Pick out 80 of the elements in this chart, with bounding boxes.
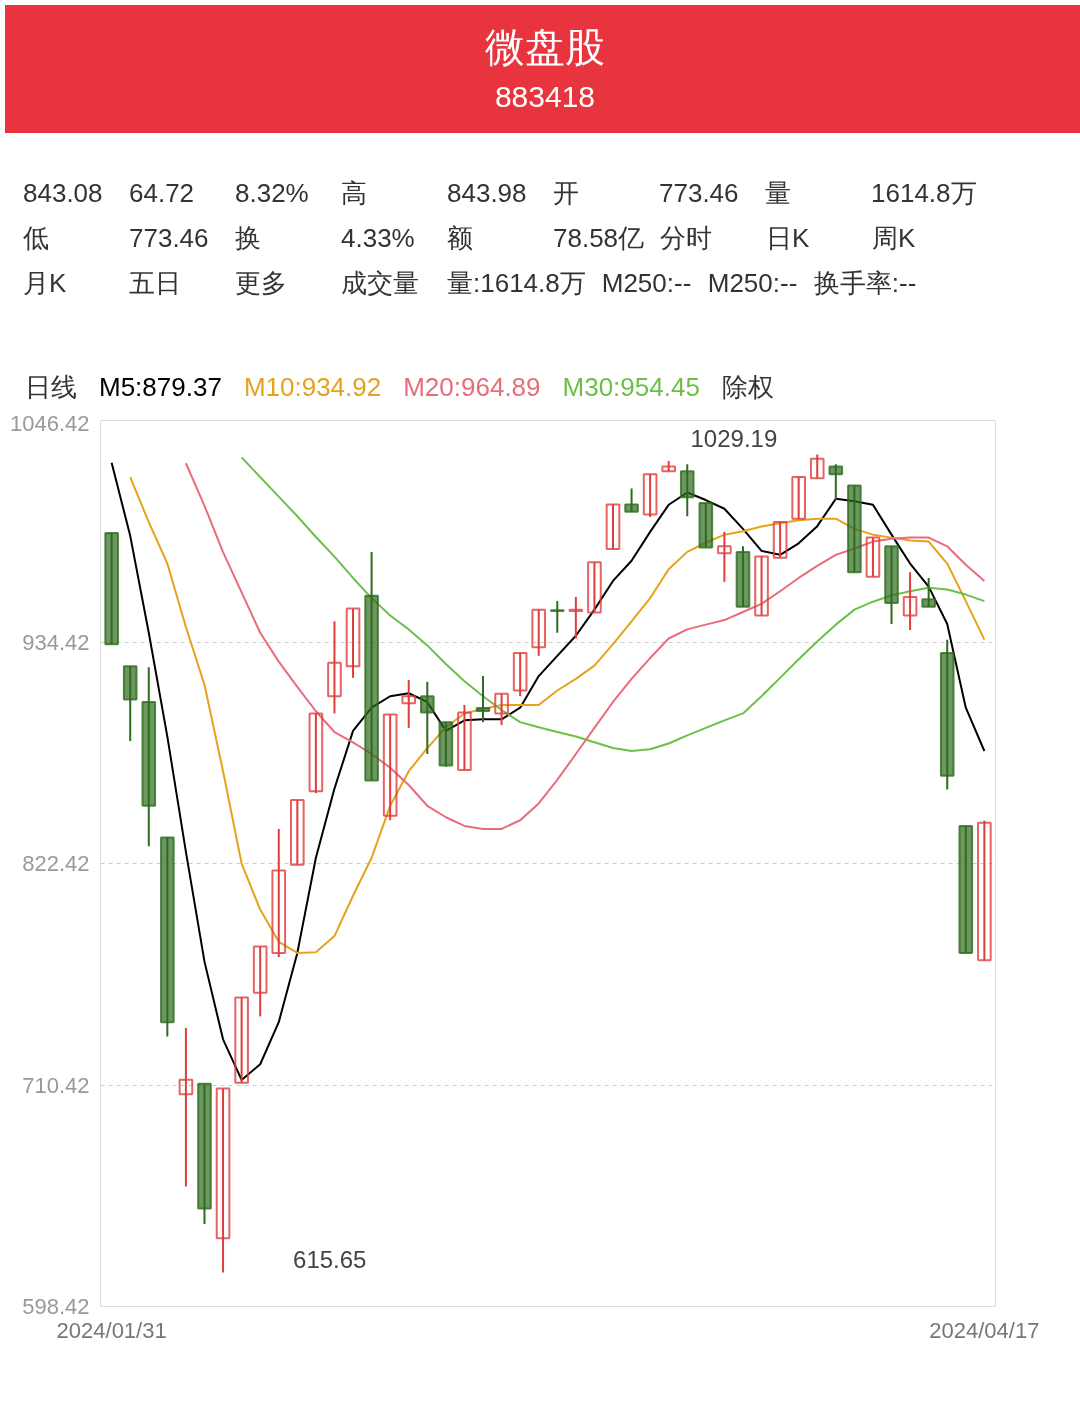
text: 1614.8万: [871, 177, 977, 210]
y-tick-label: 934.42: [22, 629, 90, 655]
text: M250:--: [601, 267, 692, 301]
chart-title: 微盘股: [484, 24, 606, 71]
line-series: [110, 461, 986, 1081]
text: 低: [23, 222, 50, 256]
text: 高: [341, 177, 368, 210]
candlestick: [587, 561, 602, 614]
candlestick: [252, 945, 268, 1018]
legend-title: 日线: [25, 372, 77, 402]
candlestick: [531, 608, 547, 657]
candlestick: [290, 799, 305, 866]
annotation: 1029.19: [690, 424, 778, 452]
y-tick-label: 822.42: [22, 851, 90, 876]
text: M10:934.92: [243, 372, 382, 402]
text: 额: [447, 222, 474, 256]
text: M20:964.89: [403, 372, 541, 402]
candlestick: [327, 620, 342, 715]
text: 分时: [660, 222, 714, 256]
candlestick: [345, 607, 361, 679]
text: 64.72: [129, 177, 196, 210]
text: 换手率:--: [813, 267, 917, 301]
x-tick-label: 2024/04/17: [929, 1317, 1040, 1343]
candlestick: [308, 712, 324, 795]
candlestick: [401, 679, 417, 729]
candlestick: [178, 1026, 194, 1188]
text: M30:954.45: [562, 372, 700, 402]
text: 量:1614.8万: [447, 267, 586, 301]
candlestick: [828, 463, 844, 501]
text: M250:--: [707, 267, 798, 301]
candlestick: [605, 503, 621, 551]
text: 除权: [721, 371, 774, 404]
candlestick: [791, 476, 806, 520]
text: 773.46: [659, 177, 740, 210]
text: 五日: [129, 267, 182, 301]
annotation: 615.65: [293, 1246, 367, 1274]
candlestick: [382, 713, 398, 822]
candlestick: [512, 651, 528, 698]
candlestick: [624, 487, 639, 513]
line-series: [240, 456, 986, 753]
text: 4.33%: [341, 222, 416, 256]
line-series: [129, 476, 986, 954]
chart-subtitle: 883418: [493, 79, 597, 116]
text: 周K: [872, 222, 917, 256]
candlestick: [549, 600, 565, 634]
line-series: [184, 462, 986, 830]
candlestick: [419, 680, 435, 755]
candlestick: [568, 595, 584, 640]
candlestick: [809, 453, 825, 480]
candlestick: [902, 571, 918, 631]
y-tick-label: 1046.42: [9, 410, 90, 436]
candlestick: [271, 827, 287, 959]
candlestick: [475, 675, 491, 724]
candlestick: [754, 555, 769, 617]
text: 量: [765, 177, 792, 210]
text: 成交量: [341, 267, 420, 301]
text: 8.32%: [235, 177, 310, 210]
candlestick: [215, 1087, 231, 1274]
candlestick: [234, 996, 249, 1084]
candlestick: [642, 473, 658, 519]
candlestick: [977, 819, 992, 962]
text: 773.46: [129, 222, 210, 256]
y-tick-label: 598.42: [22, 1294, 90, 1319]
candlestick: [865, 536, 881, 578]
candlestick: [921, 576, 936, 608]
text: 78.58亿: [553, 222, 645, 256]
x-tick-label: 2024/01/31: [56, 1317, 167, 1343]
candlestick: [494, 692, 509, 727]
candlestick: [717, 530, 732, 583]
text: 开: [553, 177, 580, 210]
text: 换: [235, 222, 262, 256]
y-tick-label: 710.42: [22, 1072, 90, 1098]
text: 日K: [766, 222, 811, 256]
candlestick: [457, 703, 472, 771]
text: 更多: [235, 267, 288, 301]
text: 843.98: [447, 177, 528, 210]
text: 843.08: [23, 177, 104, 210]
text: M5:879.37: [99, 372, 222, 402]
text: 月K: [23, 267, 68, 301]
candlestick: [772, 520, 788, 559]
